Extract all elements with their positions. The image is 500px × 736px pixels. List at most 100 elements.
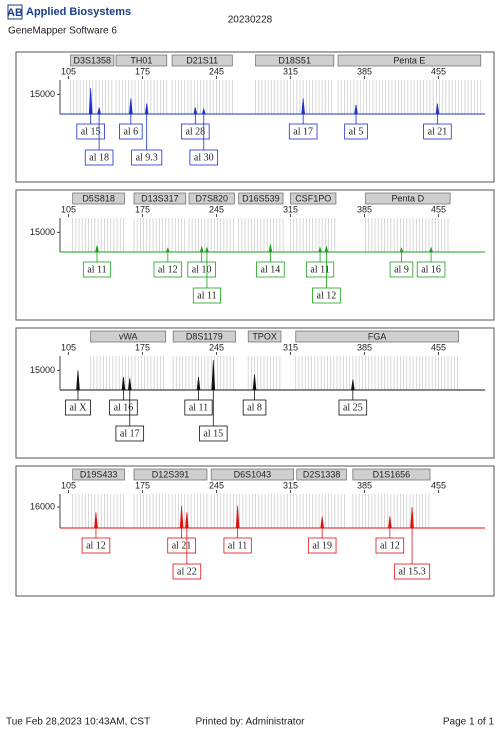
logo-box [7,4,23,20]
allele-label: al 5 [349,126,364,137]
allele-box [65,399,91,416]
date: 20230228 [228,15,273,26]
allele-box [189,149,219,166]
allele-label: al 16 [421,264,441,275]
allele-label: al 15 [81,126,101,137]
marker-label: D3S1358 [73,55,111,65]
allele-box [192,287,222,304]
x-tick-label: 175 [135,342,150,352]
allele-label: al 12 [86,540,106,551]
allele-box [242,399,267,416]
marker-box [352,468,431,481]
marker-box [133,468,208,481]
x-tick-label: 245 [209,342,224,352]
marker-box [115,54,168,67]
x-tick-label: 385 [357,480,372,490]
allele-label: al 28 [185,126,205,137]
marker-box [365,192,451,205]
x-tick-label: 315 [283,204,298,214]
marker-box [171,54,233,67]
marker-label: D18S51 [278,55,311,65]
allele-label: al 9 [394,264,409,275]
marker-label: Penta E [393,55,425,65]
marker-box [255,54,335,67]
marker-box [90,330,167,343]
allele-label: al 12 [317,290,337,301]
allele-label: al 16 [114,402,134,413]
allele-label: al 18 [89,152,109,163]
marker-box [70,54,115,67]
panel-frame [15,51,495,183]
logo: AB [7,7,23,19]
allele-label: al 11 [87,264,106,275]
allele-box [119,123,143,140]
software: GeneMapper Software 6 [8,26,117,37]
allele-box [82,261,112,278]
allele-box [184,399,213,416]
allele-box [223,537,252,554]
x-tick-label: 315 [283,342,298,352]
allele-box [187,261,216,278]
allele-label: al 12 [158,264,178,275]
marker-box [72,192,125,205]
timestamp: Tue Feb 28,2023 10:43AM, CST [6,717,150,728]
panel-frame [15,327,495,459]
allele-box [76,123,105,140]
allele-box [375,537,405,554]
allele-box [256,261,285,278]
marker-label: D2S1338 [303,469,341,479]
x-tick-label: 175 [135,480,150,490]
x-tick-label: 315 [283,480,298,490]
x-tick-label: 455 [431,66,446,76]
allele-box [181,123,210,140]
allele-label: al X [69,402,87,413]
allele-label: al 17 [120,428,140,439]
marker-box [238,192,284,205]
peak [196,376,201,391]
allele-label: al 25 [343,402,363,413]
x-tick-label: 385 [357,66,372,76]
x-tick-label: 105 [61,204,76,214]
allele-label: al 11 [197,290,216,301]
x-tick-label: 315 [283,66,298,76]
marker-box [133,192,187,205]
peak [351,379,355,391]
marker-label: TPOX [252,331,277,341]
marker-box [247,330,282,343]
allele-box [84,149,114,166]
peak [320,516,325,529]
allele-box [312,287,341,304]
allele-label: al 11 [228,540,247,551]
marker-label: D8S1179 [186,331,223,341]
peak [301,98,305,115]
panel-frame [15,189,495,321]
x-tick-label: 245 [209,66,224,76]
marker-label: D6S1043 [234,469,272,479]
allele-label: al 17 [293,126,313,137]
marker-label: vWA [119,331,138,341]
marker-label: D1S1656 [373,469,411,479]
allele-box [81,537,111,554]
peak [97,107,101,115]
peak [252,374,257,391]
x-tick-label: 175 [135,204,150,214]
marker-box [210,468,294,481]
x-tick-label: 455 [431,204,446,214]
marker-box [337,54,482,67]
allele-box [307,537,337,554]
peak [179,505,184,529]
marker-box [295,330,459,343]
peak [268,244,273,253]
x-tick-label: 455 [431,480,446,490]
allele-label: al 19 [312,540,332,551]
x-tick-label: 105 [61,342,76,352]
peak [201,107,206,115]
allele-label: al 15 [203,428,223,439]
marker-label: TH01 [130,55,152,65]
allele-box [131,149,163,166]
allele-box [389,261,414,278]
y-tick-label: 16000 [30,501,55,511]
allele-box [199,425,228,442]
x-tick-label: 385 [357,204,372,214]
